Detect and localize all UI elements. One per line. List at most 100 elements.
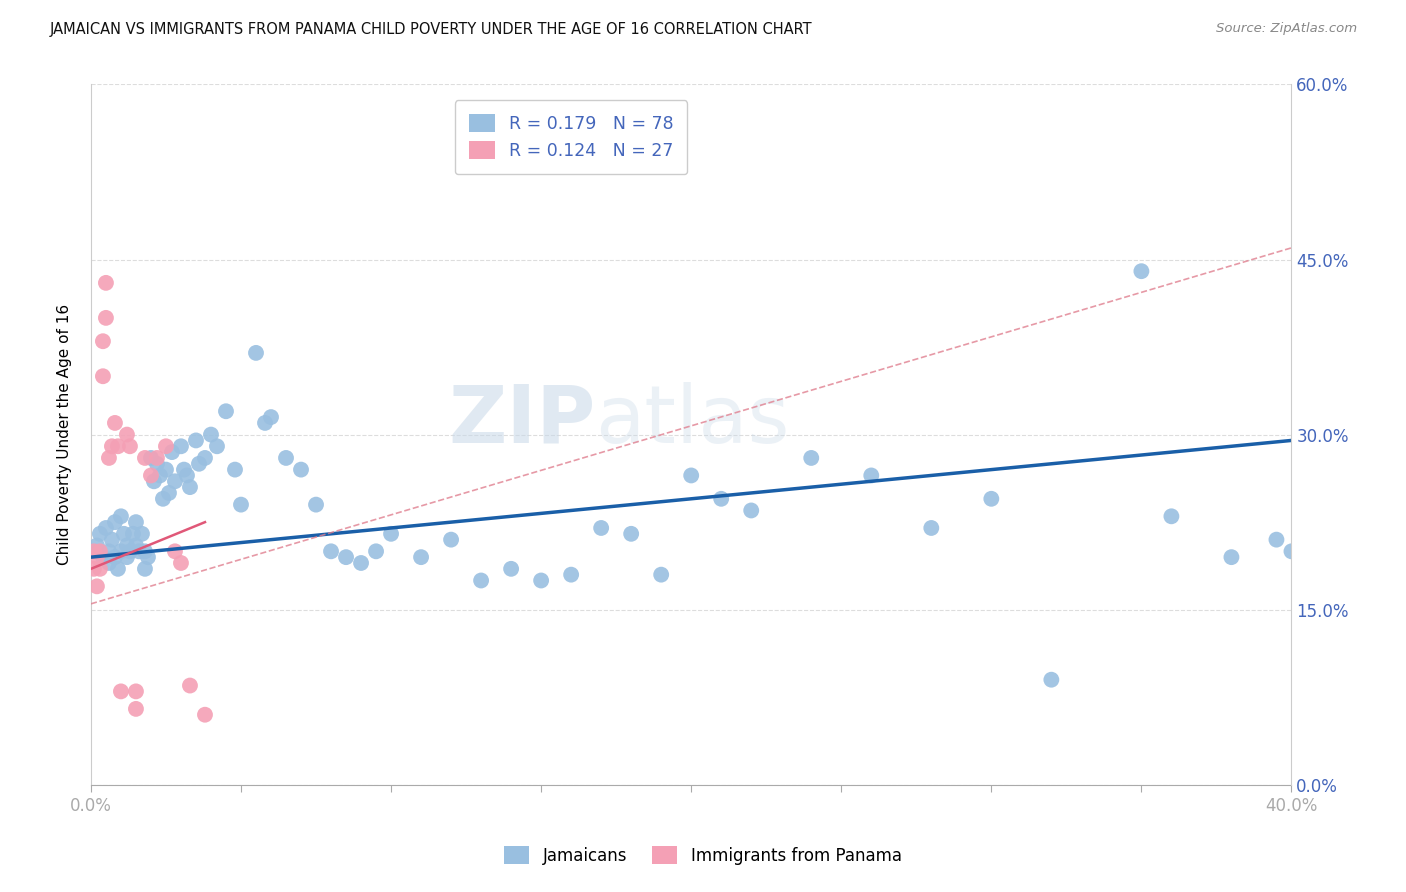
Point bbox=[800, 450, 823, 465]
Point bbox=[155, 439, 177, 453]
Point bbox=[134, 544, 156, 558]
Point bbox=[224, 462, 246, 476]
Point bbox=[170, 439, 193, 453]
Text: JAMAICAN VS IMMIGRANTS FROM PANAMA CHILD POVERTY UNDER THE AGE OF 16 CORRELATION: JAMAICAN VS IMMIGRANTS FROM PANAMA CHILD… bbox=[49, 22, 811, 37]
Point bbox=[97, 556, 120, 570]
Point bbox=[200, 427, 222, 442]
Point bbox=[86, 550, 108, 565]
Point bbox=[149, 468, 172, 483]
Point bbox=[91, 369, 114, 384]
Point bbox=[152, 491, 174, 506]
Point bbox=[91, 334, 114, 349]
Point bbox=[122, 526, 145, 541]
Point bbox=[125, 515, 148, 529]
Point bbox=[253, 416, 276, 430]
Legend: Jamaicans, Immigrants from Panama: Jamaicans, Immigrants from Panama bbox=[496, 838, 910, 873]
Point bbox=[740, 503, 762, 517]
Point bbox=[980, 491, 1002, 506]
Point bbox=[89, 526, 111, 541]
Point bbox=[1130, 264, 1153, 278]
Point bbox=[364, 544, 387, 558]
Point bbox=[173, 462, 195, 476]
Point bbox=[97, 450, 120, 465]
Point bbox=[146, 457, 169, 471]
Point bbox=[115, 427, 138, 442]
Point bbox=[860, 468, 883, 483]
Point bbox=[290, 462, 312, 476]
Y-axis label: Child Poverty Under the Age of 16: Child Poverty Under the Age of 16 bbox=[58, 304, 72, 566]
Point bbox=[335, 550, 357, 565]
Point bbox=[591, 521, 613, 535]
Point bbox=[128, 544, 150, 558]
Point bbox=[86, 579, 108, 593]
Point bbox=[179, 679, 201, 693]
Point bbox=[179, 480, 201, 494]
Point bbox=[1160, 509, 1182, 524]
Point bbox=[89, 544, 111, 558]
Point bbox=[319, 544, 342, 558]
Point bbox=[125, 702, 148, 716]
Point bbox=[131, 526, 153, 541]
Text: Source: ZipAtlas.com: Source: ZipAtlas.com bbox=[1216, 22, 1357, 36]
Point bbox=[110, 544, 132, 558]
Point bbox=[110, 684, 132, 698]
Point bbox=[101, 439, 124, 453]
Point bbox=[83, 562, 105, 576]
Point bbox=[184, 434, 207, 448]
Point bbox=[245, 346, 267, 360]
Point bbox=[620, 526, 643, 541]
Point bbox=[160, 445, 183, 459]
Point bbox=[1040, 673, 1063, 687]
Point bbox=[194, 450, 217, 465]
Point bbox=[146, 450, 169, 465]
Point bbox=[710, 491, 733, 506]
Point bbox=[115, 539, 138, 553]
Point bbox=[125, 539, 148, 553]
Point bbox=[350, 556, 373, 570]
Point bbox=[136, 550, 159, 565]
Point bbox=[112, 526, 135, 541]
Point bbox=[560, 567, 582, 582]
Point bbox=[115, 550, 138, 565]
Point bbox=[380, 526, 402, 541]
Point bbox=[205, 439, 228, 453]
Point bbox=[118, 544, 141, 558]
Point bbox=[155, 462, 177, 476]
Point bbox=[118, 439, 141, 453]
Point bbox=[229, 498, 252, 512]
Point bbox=[194, 707, 217, 722]
Point bbox=[409, 550, 432, 565]
Point bbox=[104, 550, 127, 565]
Point bbox=[530, 574, 553, 588]
Point bbox=[104, 416, 127, 430]
Point bbox=[1220, 550, 1243, 565]
Point bbox=[170, 556, 193, 570]
Point bbox=[94, 521, 117, 535]
Legend: R = 0.179   N = 78, R = 0.124   N = 27: R = 0.179 N = 78, R = 0.124 N = 27 bbox=[456, 100, 688, 174]
Point bbox=[94, 310, 117, 325]
Point bbox=[260, 410, 283, 425]
Point bbox=[86, 539, 108, 553]
Point bbox=[1265, 533, 1288, 547]
Point bbox=[134, 562, 156, 576]
Point bbox=[125, 684, 148, 698]
Point bbox=[157, 486, 180, 500]
Point bbox=[650, 567, 672, 582]
Point bbox=[143, 475, 166, 489]
Point bbox=[94, 276, 117, 290]
Point bbox=[107, 562, 129, 576]
Point bbox=[176, 468, 198, 483]
Point bbox=[440, 533, 463, 547]
Text: ZIP: ZIP bbox=[449, 382, 595, 459]
Point bbox=[97, 544, 120, 558]
Point bbox=[91, 550, 114, 565]
Point bbox=[89, 562, 111, 576]
Point bbox=[1281, 544, 1303, 558]
Point bbox=[101, 533, 124, 547]
Point bbox=[188, 457, 211, 471]
Point bbox=[274, 450, 297, 465]
Point bbox=[83, 544, 105, 558]
Point bbox=[470, 574, 492, 588]
Point bbox=[139, 468, 162, 483]
Point bbox=[215, 404, 238, 418]
